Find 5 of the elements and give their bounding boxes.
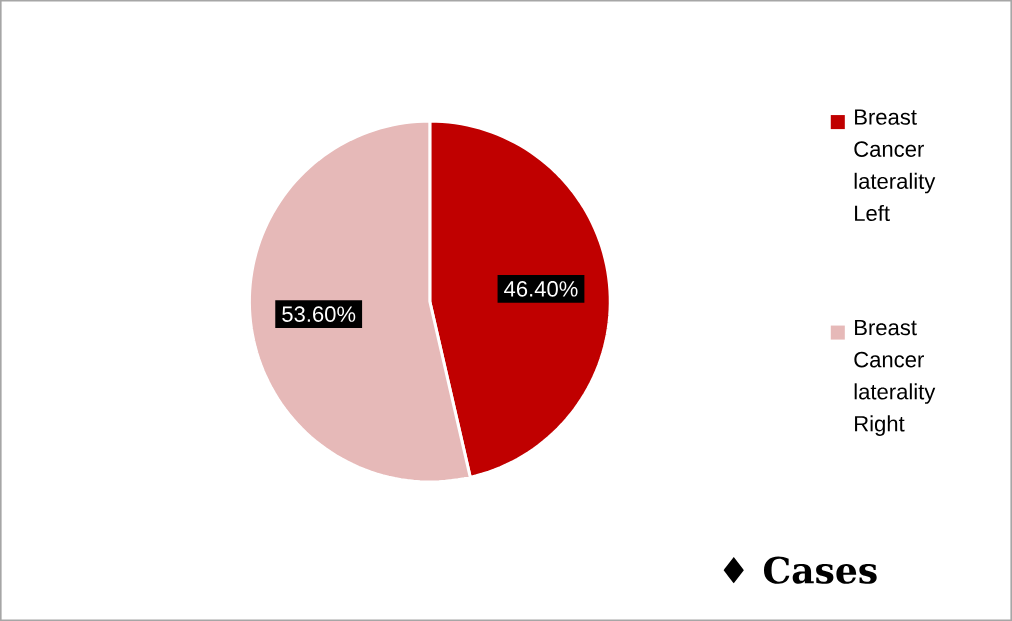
data-label: 53.60% <box>282 306 356 322</box>
legend-label: Breast Cancer laterality Left <box>854 109 936 222</box>
legend-label: Breast Cancer laterality Right <box>854 319 936 436</box>
text: ♦ Cases <box>723 556 877 584</box>
data-label: 46.40% <box>504 281 578 297</box>
